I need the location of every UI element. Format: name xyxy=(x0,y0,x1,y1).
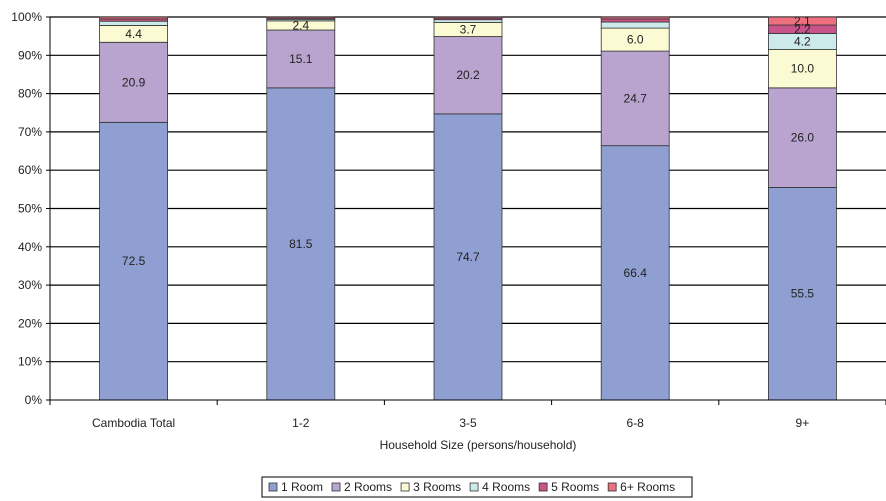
bar-segment xyxy=(433,113,503,401)
data-label: 26.0 xyxy=(791,131,815,145)
bar-segment xyxy=(600,16,670,20)
data-label: 10.0 xyxy=(791,62,815,76)
y-tick-label: 40% xyxy=(18,240,42,254)
x-tick-label: 6-8 xyxy=(627,416,645,430)
bar-segment xyxy=(433,19,503,23)
y-tick-label: 80% xyxy=(18,87,42,101)
bar-segment xyxy=(768,87,837,188)
data-label: 55.5 xyxy=(791,287,815,301)
bar-segment xyxy=(768,187,837,401)
bar-segment xyxy=(266,29,336,89)
legend-swatch xyxy=(538,482,548,492)
x-tick-label: 3-5 xyxy=(459,416,477,430)
data-label: 15.1 xyxy=(289,52,313,66)
y-tick-label: 70% xyxy=(18,125,42,139)
data-label: 6.0 xyxy=(627,33,644,47)
bar-segment xyxy=(600,21,670,29)
bar-segment xyxy=(600,18,670,23)
bar-segment xyxy=(266,16,336,19)
bar-segment xyxy=(99,41,168,123)
bar-segment xyxy=(433,16,503,19)
data-label: 20.9 xyxy=(122,75,146,89)
legend-swatch xyxy=(268,482,278,492)
x-tick-label: 1-2 xyxy=(292,416,310,430)
legend-swatch xyxy=(607,482,617,492)
legend: 1 Room 2 Rooms 3 Rooms 4 Rooms 5 Rooms 6+ Roo… xyxy=(261,476,693,498)
bar-segment xyxy=(99,16,168,20)
legend-label: 6+ Rooms xyxy=(620,480,675,494)
bar-segment xyxy=(600,145,670,401)
y-tick-label: 30% xyxy=(18,278,42,292)
data-label: 2.4 xyxy=(292,18,309,32)
y-tick-label: 50% xyxy=(18,202,42,216)
x-tick-label: Cambodia Total xyxy=(92,416,175,430)
bar-segment xyxy=(768,49,837,89)
bar-segment xyxy=(99,20,168,26)
y-tick-label: 20% xyxy=(18,316,42,330)
legend-label: 4 Rooms xyxy=(482,480,530,494)
x-axis-label: Household Size (persons/household) xyxy=(380,438,577,452)
y-tick-label: 90% xyxy=(18,48,42,62)
legend-swatch xyxy=(469,482,479,492)
y-tick-label: 10% xyxy=(18,355,42,369)
data-label: 81.5 xyxy=(289,237,313,251)
data-label: 24.7 xyxy=(624,91,648,105)
legend-label: 1 Room xyxy=(281,480,323,494)
data-label: 66.4 xyxy=(624,266,648,280)
data-label: 72.5 xyxy=(122,254,146,268)
y-tick-label: 0% xyxy=(25,393,43,407)
x-tick-label: 9+ xyxy=(796,416,810,430)
bars: 72.5 20.9 4.4 81.5 15.1 2.4 74.7 20.2 3.7 66.4 24.… xyxy=(99,14,837,401)
data-label: 4.2 xyxy=(794,35,811,49)
legend-label: 3 Rooms xyxy=(413,480,461,494)
data-label: 3.7 xyxy=(460,22,477,36)
y-tick-label: 60% xyxy=(18,163,42,177)
bar-segment xyxy=(768,16,837,26)
legend-swatch xyxy=(331,482,341,492)
legend-label: 2 Rooms xyxy=(344,480,392,494)
y-tick-labels: 0% 10% 20% 30% 40% 50% 60% 70% 80% 90% 100% xyxy=(11,10,42,407)
x-tick-labels: Cambodia Total 1-2 3-5 6-8 9+ xyxy=(92,416,809,430)
data-label: 74.7 xyxy=(456,250,480,264)
y-tick-label: 100% xyxy=(11,10,42,24)
data-label: 20.2 xyxy=(456,68,480,82)
data-label: 2.2 xyxy=(794,22,811,36)
bar-segment xyxy=(266,87,336,401)
legend-label: 5 Rooms xyxy=(551,480,599,494)
axes xyxy=(46,16,886,405)
data-label: 4.4 xyxy=(125,27,142,41)
data-label: 2.1 xyxy=(794,14,811,28)
legend-swatch xyxy=(400,482,410,492)
